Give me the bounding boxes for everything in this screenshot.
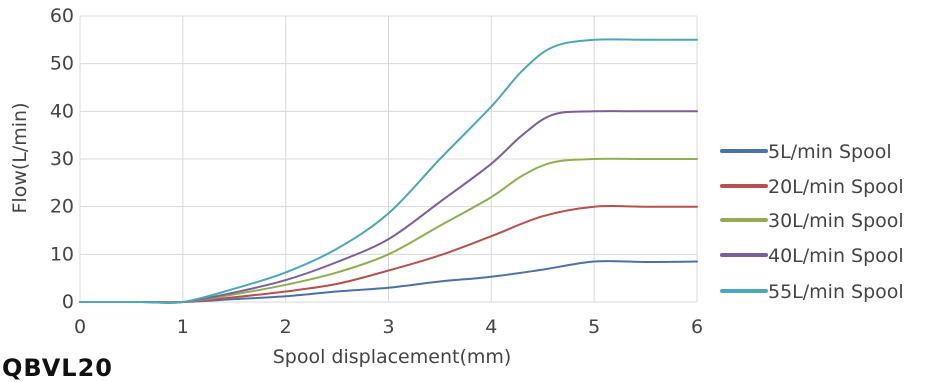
chart-caption: QBVL20 — [2, 354, 113, 382]
x-axis-label: Spool displacement(mm) — [273, 346, 512, 368]
series-lines — [79, 38, 698, 304]
y-tick-label: 10 — [50, 243, 74, 265]
x-tick-label: 2 — [280, 316, 292, 338]
x-tick-label: 0 — [74, 316, 86, 338]
y-tick-label: 50 — [50, 53, 74, 75]
y-tick-label: 20 — [50, 196, 74, 218]
y-tick-labels: 0 10 20 30 40 50 60 — [50, 5, 74, 313]
legend-label: 30L/min Spool — [768, 210, 904, 232]
y-axis-label: Flow(L/min) — [9, 102, 31, 213]
line-chart: 0 10 20 30 40 50 60 0 1 2 3 4 5 6 5L/min Spool 20L/mi… — [9, 5, 904, 368]
legend-label: 5L/min Spool — [768, 141, 892, 163]
x-tick-label: 3 — [382, 316, 394, 338]
x-tick-labels: 0 1 2 3 4 5 6 — [74, 316, 703, 338]
x-tick-label: 1 — [177, 316, 189, 338]
legend-label: 55L/min Spool — [768, 281, 904, 303]
y-tick-label: 60 — [50, 5, 74, 27]
y-tick-label: 0 — [62, 291, 74, 313]
y-tick-label: 40 — [50, 100, 74, 122]
legend: 5L/min Spool 20L/min Spool 30L/min Spool 40… — [720, 141, 904, 303]
series-line — [79, 38, 698, 304]
legend-label: 20L/min Spool — [768, 176, 904, 198]
x-tick-label: 5 — [588, 316, 600, 338]
x-tick-label: 6 — [691, 316, 703, 338]
x-tick-label: 4 — [485, 316, 497, 338]
y-tick-label: 30 — [50, 148, 74, 170]
legend-label: 40L/min Spool — [768, 245, 904, 267]
